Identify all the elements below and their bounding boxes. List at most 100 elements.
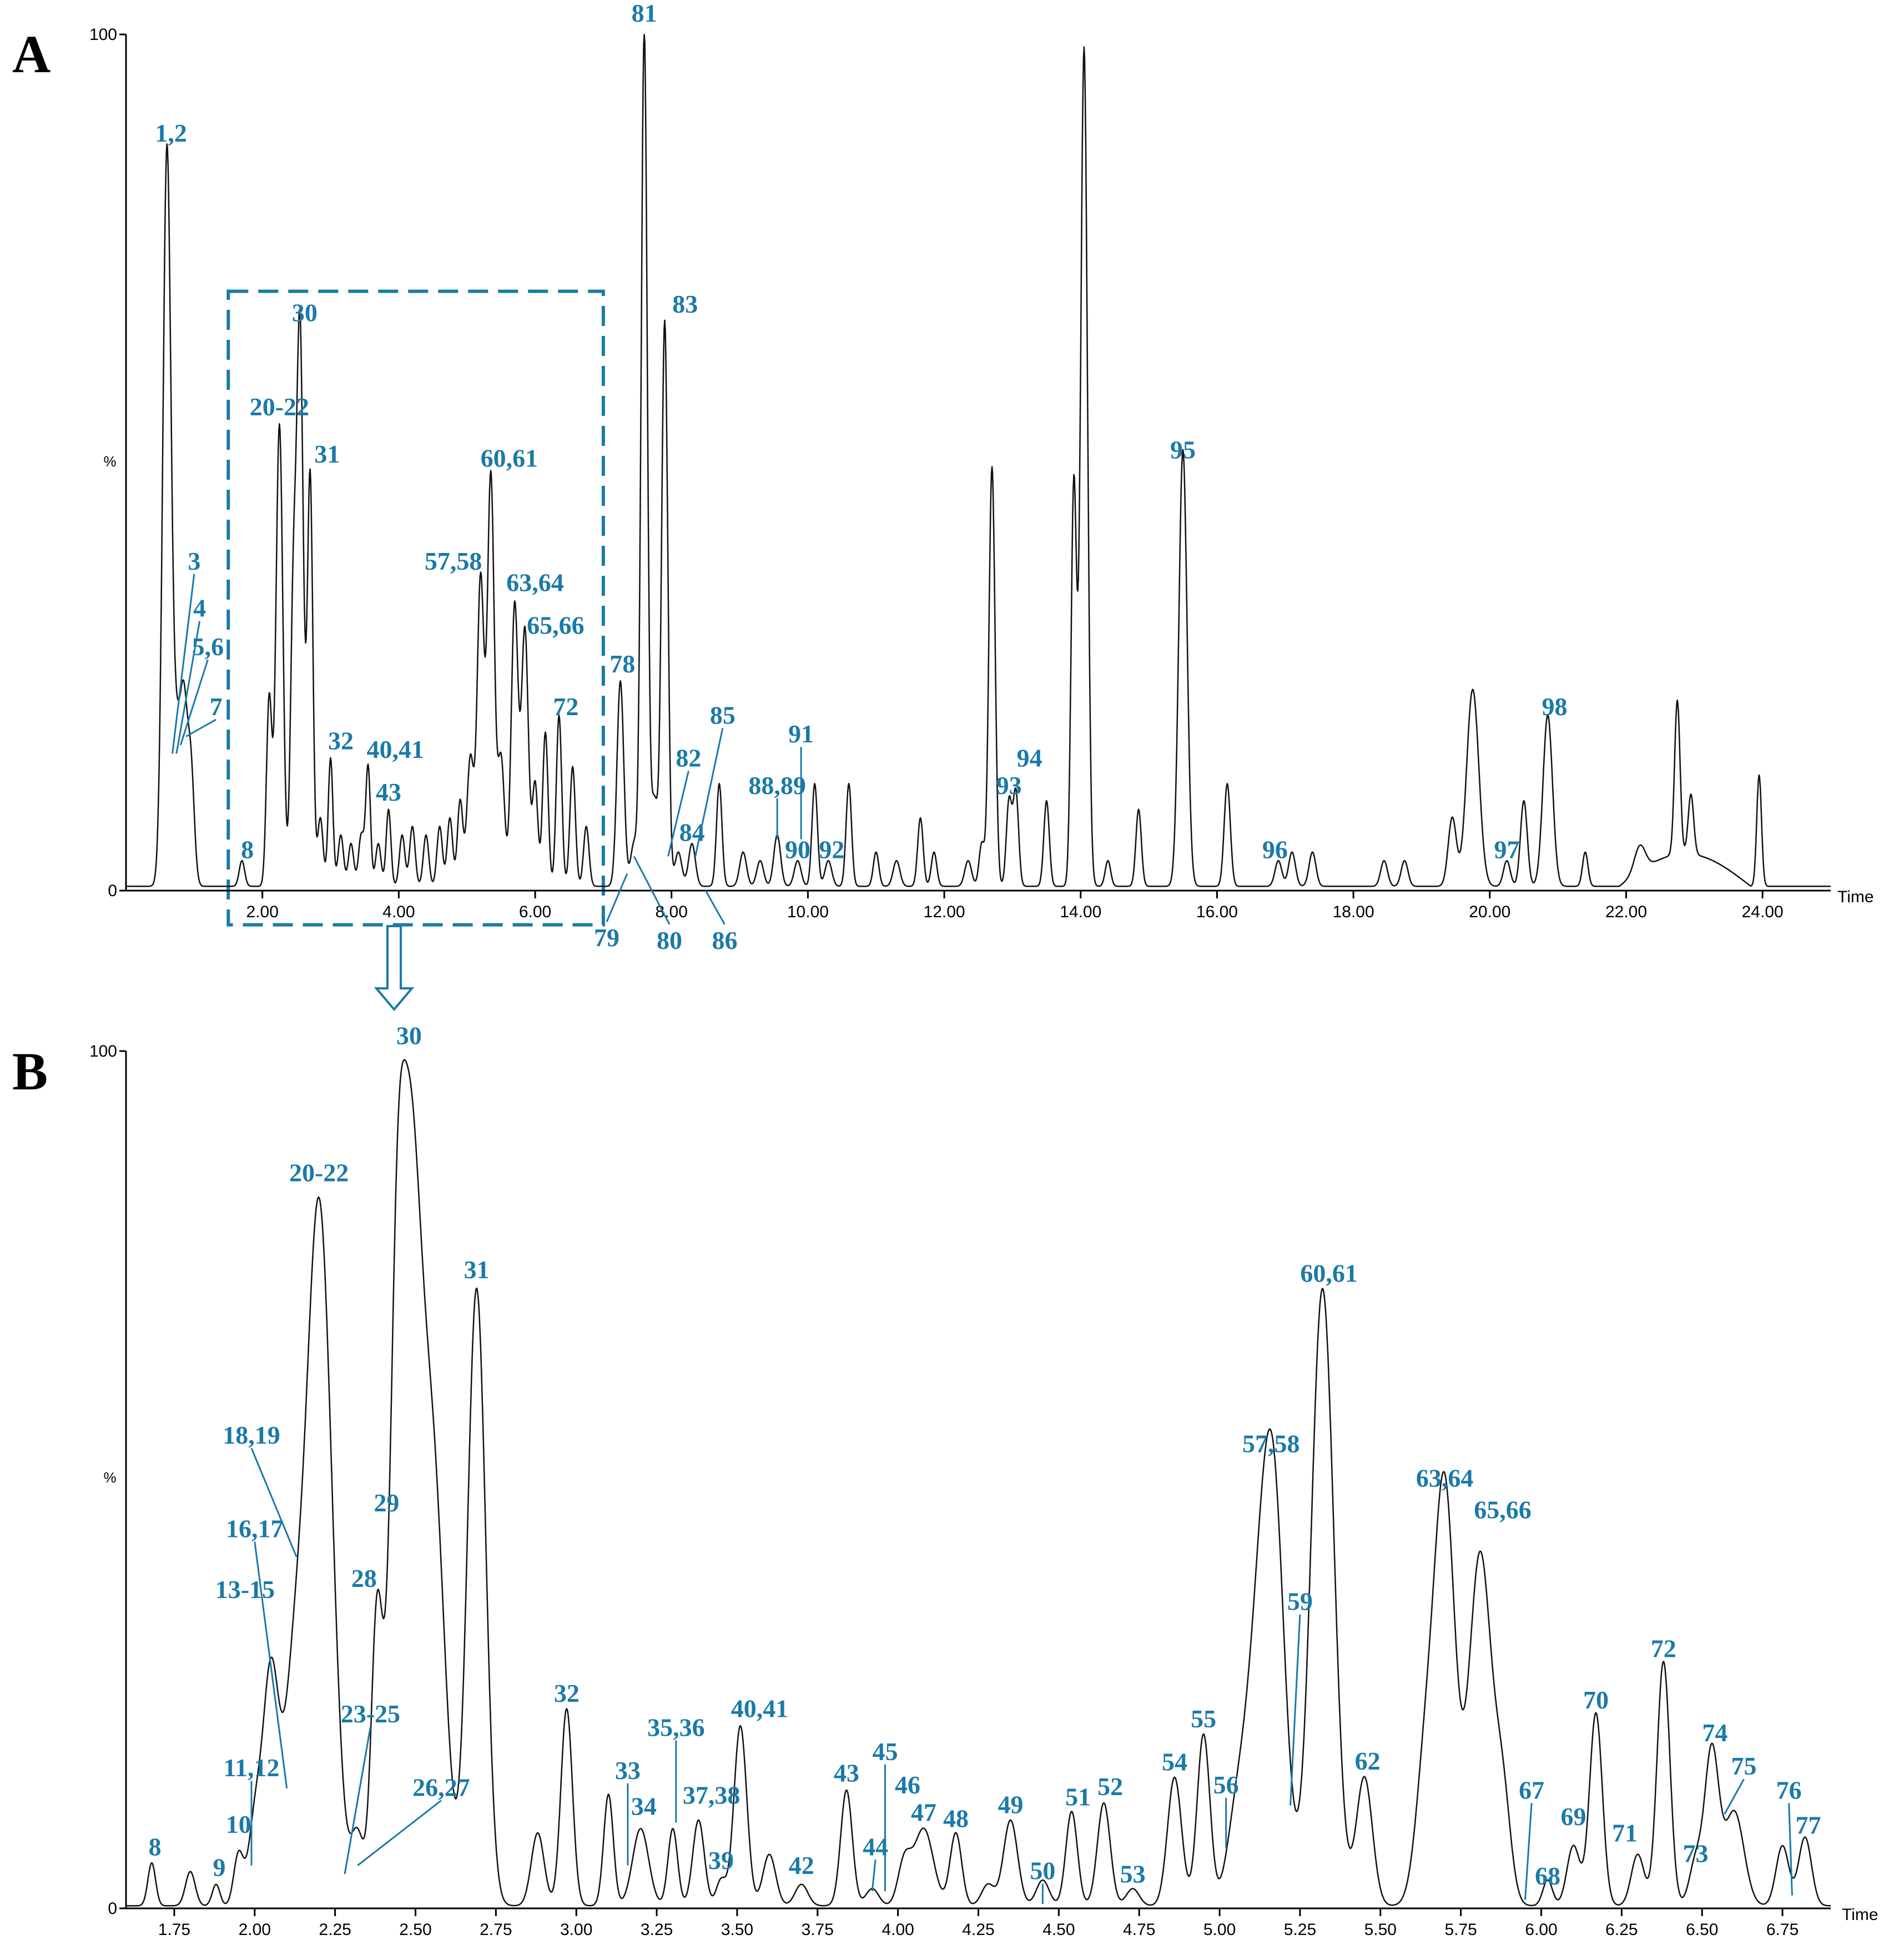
peak-label: 83 <box>672 290 698 318</box>
peak-leader-line <box>1789 1803 1792 1895</box>
peak-leader-line <box>872 1860 875 1891</box>
peak-label: 62 <box>1355 1747 1381 1775</box>
peak-label: 18,19 <box>223 1421 280 1449</box>
peak-label: 29 <box>374 1489 399 1517</box>
chromatogram-figure: A % Time 10002.00 4.00 6.00 8.00 10.00 12.00 1… <box>0 0 1899 1960</box>
panel-a-x-axis-label: Time <box>1837 888 1874 906</box>
peak-label: 92 <box>819 835 844 863</box>
peak-label: 13-15 <box>215 1575 275 1604</box>
peak-label: 78 <box>610 650 635 678</box>
peak-label: 68 <box>1535 1862 1560 1890</box>
x-tick-label: 3.50 <box>721 1921 753 1939</box>
peak-label: 35,36 <box>647 1713 705 1742</box>
peak-label: 79 <box>594 923 619 952</box>
x-tick-label: 5.00 <box>1203 1921 1236 1939</box>
peak-label: 31 <box>464 1255 490 1284</box>
x-tick-label: 6.25 <box>1605 1921 1638 1939</box>
panel-b-x-axis-label: Time <box>1842 1906 1878 1924</box>
peak-label: 11,12 <box>223 1753 279 1782</box>
x-tick-label: 2.75 <box>480 1921 512 1939</box>
peak-label: 32 <box>554 1679 580 1707</box>
peak-label: 28 <box>351 1564 377 1592</box>
x-tick-label: 2.50 <box>399 1921 431 1939</box>
peak-label: 95 <box>1170 435 1196 464</box>
peak-label: 63,64 <box>506 568 564 596</box>
x-tick-label: 16.00 <box>1196 903 1238 921</box>
peak-label: 37,38 <box>683 1781 741 1810</box>
peak-label: 40,41 <box>731 1695 789 1723</box>
x-tick-label: 1.75 <box>158 1921 190 1939</box>
panel-a-peak-labels: 1,2345,67820-22303132 40,414357,5860,6163… <box>155 0 1567 954</box>
x-tick-label: 18.00 <box>1333 903 1374 921</box>
peak-label: 88,89 <box>748 771 806 800</box>
peak-label: 20-22 <box>289 1159 349 1187</box>
x-tick-label: 3.25 <box>641 1921 673 1939</box>
x-tick-label: 2.00 <box>246 903 278 921</box>
peak-label: 76 <box>1776 1776 1802 1804</box>
panel-b-trace-layer <box>126 1060 1831 1906</box>
peak-label: 53 <box>1120 1860 1146 1888</box>
peak-label: 60,61 <box>1300 1259 1358 1287</box>
peak-leader-line <box>345 1727 370 1874</box>
peak-label: 34 <box>631 1792 657 1821</box>
x-tick-label: 3.75 <box>802 1921 834 1939</box>
peak-label: 39 <box>708 1846 734 1874</box>
peak-label: 63,64 <box>1416 1464 1474 1492</box>
y-tick-label: 100 <box>89 1042 117 1061</box>
peak-label: 46 <box>895 1771 920 1799</box>
peak-label: 30 <box>292 299 318 327</box>
peak-label: 81 <box>632 0 657 27</box>
panel-b-chromatogram-trace <box>126 1060 1831 1906</box>
peak-label: 10 <box>226 1810 251 1838</box>
peak-label: 7 <box>210 692 223 721</box>
peak-label: 55 <box>1191 1705 1216 1733</box>
peak-label: 1,2 <box>155 119 187 147</box>
peak-label: 33 <box>615 1756 641 1785</box>
x-tick-label: 6.00 <box>519 903 551 921</box>
peak-label: 31 <box>314 440 340 468</box>
peak-label: 4 <box>193 594 206 622</box>
x-tick-label: 24.00 <box>1742 903 1784 921</box>
peak-label: 86 <box>712 926 738 954</box>
peak-leader-line <box>186 720 216 737</box>
peak-label: 45 <box>872 1737 898 1766</box>
peak-label: 42 <box>789 1851 814 1879</box>
peak-label: 48 <box>943 1804 969 1832</box>
x-tick-label: 6.00 <box>1525 1921 1557 1939</box>
x-tick-label: 14.00 <box>1060 903 1101 921</box>
panel-letter-b: B <box>12 1042 48 1101</box>
peak-label: 65,66 <box>1474 1495 1532 1524</box>
peak-label: 8 <box>149 1832 162 1861</box>
peak-label: 5,6 <box>192 632 224 661</box>
peak-label: 57,58 <box>425 547 482 575</box>
y-tick-label: 0 <box>108 882 117 900</box>
peak-label: 90 <box>785 835 810 863</box>
x-tick-label: 6.50 <box>1686 1921 1718 1939</box>
peak-label: 23-25 <box>341 1700 400 1728</box>
peak-label: 85 <box>710 701 736 729</box>
peak-label: 72 <box>553 692 578 721</box>
panel-b-y-axis-label: % <box>103 1469 116 1486</box>
x-tick-label: 5.50 <box>1364 1921 1397 1939</box>
peak-label: 96 <box>1262 835 1288 863</box>
x-tick-label: 12.00 <box>924 903 965 921</box>
peak-leader-line <box>1725 1779 1744 1814</box>
panel-a-zoom-layer <box>228 292 603 925</box>
x-tick-label: 4.00 <box>882 1921 914 1939</box>
peak-label: 52 <box>1097 1772 1123 1801</box>
y-tick-label: 0 <box>108 1899 117 1918</box>
peak-label: 43 <box>376 778 401 806</box>
peak-label: 60,61 <box>481 444 538 473</box>
peak-label: 67 <box>1519 1776 1544 1804</box>
x-tick-label: 5.75 <box>1444 1921 1477 1939</box>
peak-label: 80 <box>657 926 682 954</box>
peak-label: 26,27 <box>412 1773 470 1802</box>
zoom-region-box <box>228 292 603 925</box>
peak-leader-line <box>607 873 627 922</box>
peak-label: 82 <box>676 743 701 772</box>
x-tick-label: 4.75 <box>1123 1921 1155 1939</box>
peak-label: 20-22 <box>250 393 309 421</box>
x-tick-label: 3.00 <box>560 1921 592 1939</box>
